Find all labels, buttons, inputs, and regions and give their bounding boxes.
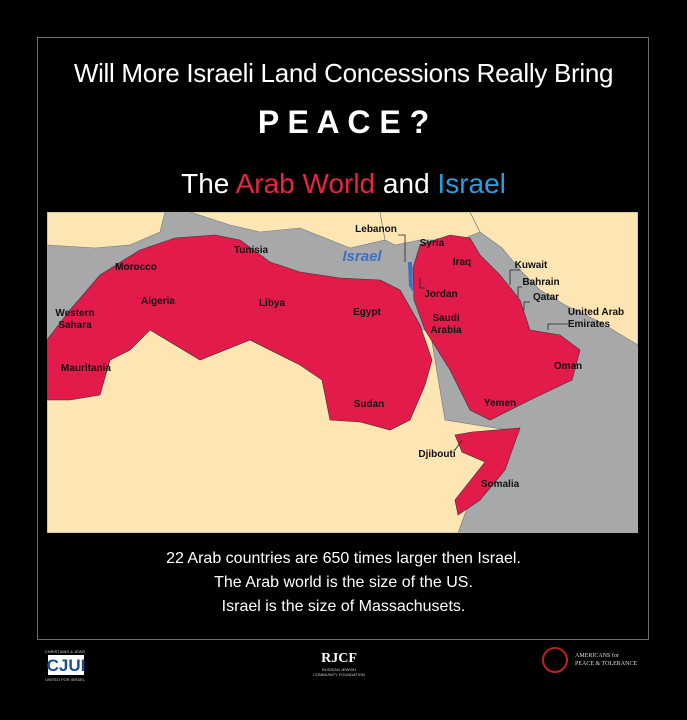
country-label: Arabia [430,325,462,336]
country-label: United Arab [568,307,624,318]
footer: CHRISTIANS & JEWS CJUI UNITED FOR ISRAEL… [45,647,637,682]
subtitle: The Arab World and Israel [0,168,687,200]
israel [408,262,413,292]
title: Will More Israeli Land Concessions Reall… [73,58,614,88]
leader-lines [398,234,568,451]
logo-text: PEACE & TOLERANCE [575,661,637,667]
subtitle-part: Arab World [235,168,376,199]
country-label: Sudan [354,399,385,410]
country-label: Syria [420,238,445,249]
country-label: Somalia [481,479,520,490]
logo-text: CHRISTIANS & JEWS [45,649,86,654]
country-label: Iraq [453,257,471,268]
country-label: Israel [342,248,382,265]
country-label: Morocco [115,262,157,273]
logo-text: UNITED FOR ISRAEL [45,677,86,682]
frame [37,37,649,640]
logo-emblem [542,647,568,673]
logo-mark: RJCF [321,651,357,666]
country-label: Algeria [141,296,175,307]
logo-text: COMMUNITY FOUNDATION [313,672,365,677]
country-label: Oman [554,361,582,372]
logo-box [48,655,84,675]
country-label: Tunisia [234,245,269,256]
subtitle-part: and [375,168,438,199]
country-label: Jordan [424,289,457,300]
country-label: Western [55,308,94,319]
north-africa [47,234,433,431]
country-label: Qatar [533,292,559,303]
emphasis: P E A C E ? [257,104,430,140]
logo-mark: CJUI [47,656,86,675]
country-label: Bahrain [522,277,559,288]
europe [47,212,166,249]
caption-line: Israel is the size of Massachusets. [221,598,466,615]
country-label: Kuwait [515,260,548,271]
caption-line: The Arab world is the size of the US. [214,574,473,591]
country-label: Emirates [568,319,611,330]
country-label: Sahara [58,320,92,331]
country-label: Djibouti [418,449,455,460]
caption-line: 22 Arab countries are 650 times larger t… [166,550,521,567]
arabia [412,234,581,421]
country-label: Egypt [353,307,381,318]
country-label: Saudi [432,313,459,324]
subtitle-part: Israel [437,168,506,199]
country-label: Mauritania [61,363,111,374]
iran [469,212,638,346]
country-label: Yemen [484,398,516,409]
country-label: Lebanon [355,224,397,235]
country-label: Libya [259,298,286,309]
subtitle-part: The [181,168,236,199]
logo-text: RUSSIAN JEWISH [322,667,356,672]
logo-text: AMERICANS for [575,652,619,659]
horn [454,427,521,516]
